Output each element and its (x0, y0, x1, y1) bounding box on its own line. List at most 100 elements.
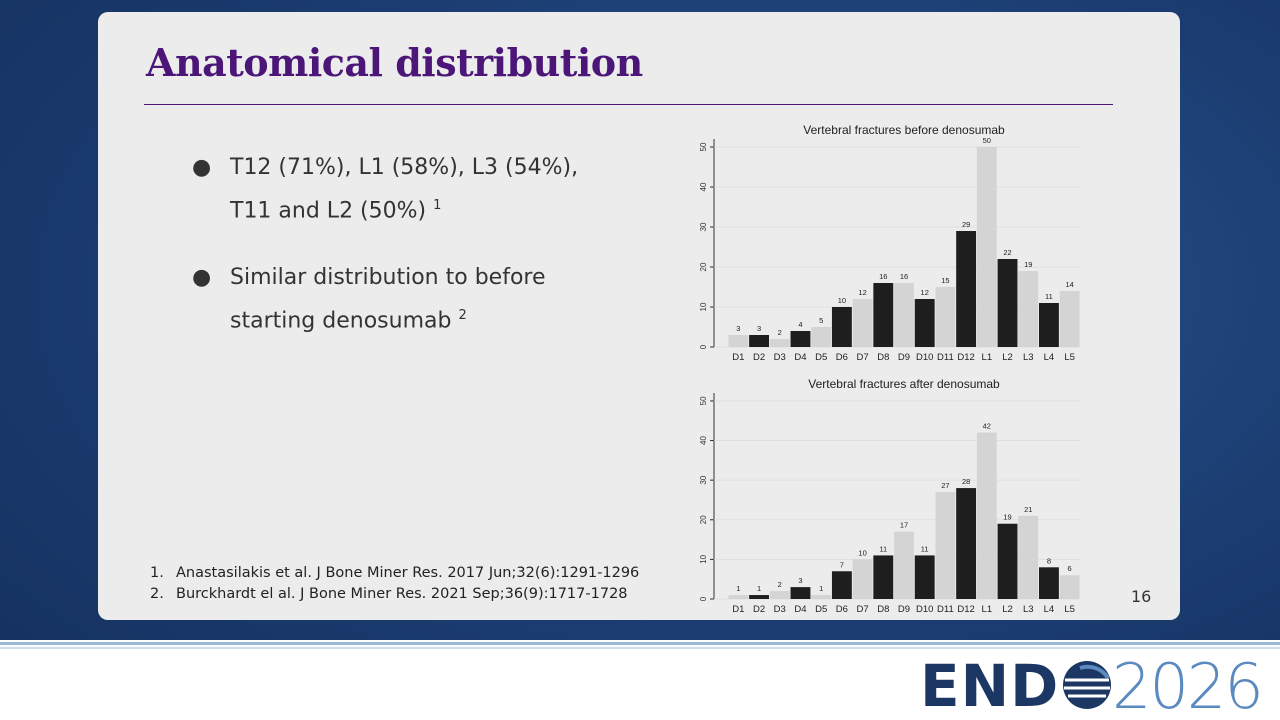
bullet-ref: 1 (433, 198, 442, 213)
data-label: 42 (983, 422, 991, 431)
x-tick-label: L2 (1002, 352, 1013, 363)
x-tick-label: L1 (982, 352, 993, 363)
reference: 2. Burckhardt el al. J Bone Miner Res. 20… (150, 586, 628, 602)
x-tick-label: D4 (794, 352, 806, 363)
x-tick-label: L1 (982, 604, 993, 615)
bar (769, 591, 790, 599)
data-label: 27 (941, 481, 949, 490)
footer-stripe (0, 642, 1280, 645)
bar (914, 555, 935, 599)
data-label: 3 (757, 324, 761, 333)
data-label: 7 (840, 560, 844, 569)
y-tick-label: 40 (699, 436, 708, 445)
x-tick-label: D1 (732, 604, 744, 615)
data-label: 19 (1024, 260, 1032, 269)
bar (790, 331, 811, 347)
x-tick-label: D11 (937, 352, 954, 363)
bar (873, 555, 894, 599)
bar (956, 488, 977, 599)
x-tick-label: D6 (836, 352, 848, 363)
bullet: ● Similar distribution to before starting… (192, 265, 546, 334)
x-tick-label: D7 (857, 604, 869, 615)
data-label: 19 (1003, 513, 1011, 522)
y-tick-label: 10 (699, 554, 708, 563)
bullet-ref: 2 (458, 308, 467, 323)
bar (749, 335, 769, 347)
x-tick-label: L5 (1064, 352, 1075, 363)
bar (976, 432, 997, 599)
bar (831, 307, 852, 347)
x-tick-label: L4 (1044, 604, 1055, 615)
data-label: 1 (757, 584, 761, 593)
bar (894, 283, 914, 347)
data-label: 28 (962, 477, 970, 486)
data-label: 3 (736, 324, 740, 333)
data-label: 16 (879, 272, 887, 281)
bar (935, 492, 956, 599)
bar (852, 299, 873, 347)
slide-title: Anatomical distribution (146, 40, 643, 85)
x-tick-label: D12 (957, 604, 974, 615)
ref-text: Anastasilakis et al. J Bone Miner Res. 2… (176, 565, 640, 581)
bar (728, 335, 749, 347)
bullet-text: Similar distribution to before starting … (230, 265, 546, 334)
x-tick-label: D11 (937, 604, 954, 615)
x-tick-label: D4 (794, 604, 806, 615)
x-tick-label: L3 (1023, 352, 1034, 363)
bar (831, 571, 852, 599)
page-number: 16 (1131, 587, 1152, 606)
bar (728, 595, 749, 599)
y-tick-label: 50 (699, 396, 708, 405)
bar (749, 595, 769, 599)
data-label: 11 (1045, 292, 1053, 301)
y-tick-label: 30 (699, 222, 708, 231)
y-tick-label: 20 (699, 262, 708, 271)
bar (1059, 291, 1080, 347)
data-label: 17 (900, 521, 908, 530)
data-label: 6 (1068, 564, 1072, 573)
chart-title: Vertebral fractures before denosumab (803, 123, 1005, 137)
data-label: 12 (858, 288, 866, 297)
data-label: 22 (1003, 248, 1011, 257)
y-tick-label: 50 (699, 142, 708, 151)
bar (1059, 575, 1080, 599)
bar (811, 595, 832, 599)
logo-globe (1063, 661, 1111, 709)
bullet: ● T12 (71%), L1 (58%), L3 (54%), T11 and … (192, 155, 579, 224)
data-label: 10 (838, 296, 846, 305)
bar (935, 287, 956, 347)
bar (873, 283, 894, 347)
bar (997, 523, 1018, 599)
bar (1018, 271, 1039, 347)
x-tick-label: L3 (1023, 604, 1034, 615)
x-tick-label: D10 (916, 352, 933, 363)
data-label: 50 (983, 136, 991, 145)
data-label: 1 (819, 584, 823, 593)
data-label: 3 (798, 576, 802, 585)
y-tick-label: 40 (699, 182, 708, 191)
reference: 1. Anastasilakis et al. J Bone Miner Res.… (150, 565, 639, 581)
y-tick-label: 30 (699, 475, 708, 484)
x-tick-label: L5 (1064, 604, 1075, 615)
bar (811, 327, 832, 347)
x-tick-label: D9 (898, 604, 910, 615)
x-tick-label: D12 (957, 352, 974, 363)
bar (1039, 303, 1059, 347)
bar (997, 259, 1018, 347)
chart-title: Vertebral fractures after denosumab (808, 377, 1000, 391)
data-label: 16 (900, 272, 908, 281)
data-label: 5 (819, 316, 823, 325)
ref-number: 1. (150, 565, 164, 581)
y-tick-label: 0 (699, 596, 708, 601)
x-tick-label: D2 (753, 352, 765, 363)
y-tick-label: 10 (699, 302, 708, 311)
data-label: 29 (962, 220, 970, 229)
x-tick-label: D6 (836, 604, 848, 615)
data-label: 4 (798, 320, 802, 329)
data-label: 11 (921, 544, 929, 553)
x-tick-label: D3 (774, 352, 786, 363)
bar (790, 587, 811, 599)
data-label: 12 (921, 288, 929, 297)
x-tick-label: D8 (877, 604, 889, 615)
